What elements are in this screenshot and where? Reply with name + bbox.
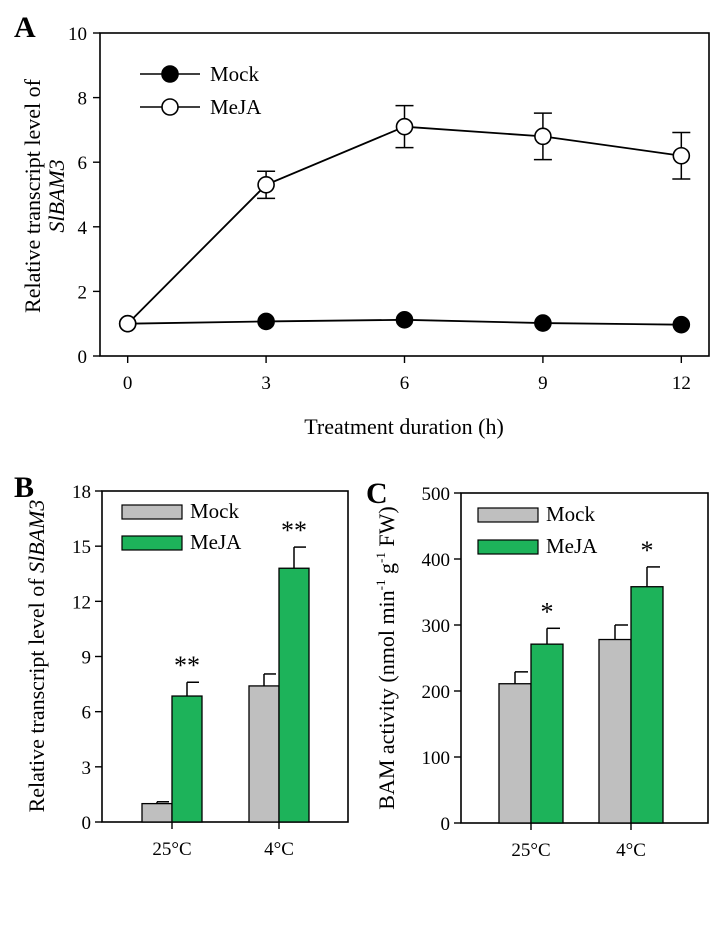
point-meja	[257, 176, 275, 194]
series-line-meja	[127, 125, 682, 325]
significance-mark: *	[641, 536, 654, 565]
y-tick-label: 2	[78, 282, 88, 303]
legend-mock-label: Mock	[546, 502, 595, 526]
legend-meja-swatch	[121, 535, 183, 551]
significance-mark: **	[174, 651, 200, 680]
y-tick-label: 0	[82, 813, 92, 834]
y-tick-label: 8	[78, 89, 88, 110]
panel-c-y-label: BAM activity (nmol min-1 g-1 FW)	[373, 506, 399, 809]
x-tick-label: 4°C	[616, 840, 646, 861]
y-tick-label: 6	[82, 703, 92, 724]
panel-a-letter: A	[14, 11, 36, 44]
panel-c: C 0 100 200 300 400 500 25°C * 4°C * BAM activit…	[366, 477, 709, 861]
panel-c-bars: 25°C * 4°C *	[498, 536, 664, 861]
point-mock	[395, 311, 414, 329]
legend-mock-marker	[161, 65, 179, 83]
bar-meja-4c	[630, 586, 664, 824]
point-meja	[118, 314, 137, 333]
y-tick-label: 500	[422, 484, 451, 505]
legend-mock-swatch	[477, 507, 539, 523]
x-tick-label: 3	[261, 373, 271, 394]
y-tick-label: 10	[68, 24, 87, 45]
legend-meja-swatch	[477, 539, 539, 555]
panel-c-plot-frame	[460, 492, 709, 824]
y-tick-label: 4	[78, 218, 88, 239]
bar-mock-25c	[498, 683, 532, 824]
y-tick-label: 100	[422, 748, 451, 769]
x-tick-label: 12	[672, 373, 691, 394]
legend-mock-label: Mock	[210, 62, 259, 86]
panel-b-letter: B	[14, 471, 34, 504]
x-tick-label: 6	[400, 373, 410, 394]
x-tick-label: 9	[538, 373, 548, 394]
panel-b: B 0 3 6 9 12 15 18 25°C ** 4°C ** Relative transc…	[14, 471, 349, 860]
y-tick-label: 18	[72, 482, 91, 503]
point-meja	[534, 127, 552, 146]
legend-meja-label: MeJA	[546, 534, 598, 558]
panel-a: A 0 2 4 6 8 10 0 3 6 9 12 Relative transcript lev…	[14, 11, 710, 439]
panel-a-y-label: Relative transcript level of	[20, 78, 45, 313]
panel-c-letter: C	[366, 477, 388, 510]
y-tick-label: 6	[78, 153, 88, 174]
y-tick-label: 3	[82, 758, 92, 779]
y-tick-label: 0	[441, 814, 451, 835]
legend-meja-marker	[161, 98, 179, 116]
significance-mark: **	[281, 516, 307, 545]
panel-a-series	[118, 104, 691, 334]
panel-b-y-ticks: 0 3 6 9 12 15 18	[72, 482, 102, 834]
panel-a-legend: Mock MeJA	[140, 62, 262, 119]
y-tick-label: 15	[72, 537, 91, 558]
panel-b-y-label: Relative transcript level of SlBAM3	[24, 500, 49, 813]
panel-a-x-label: Treatment duration (h)	[304, 414, 504, 439]
x-tick-label: 0	[123, 373, 133, 394]
bar-meja-4c	[278, 567, 310, 823]
y-tick-label: 9	[82, 648, 92, 669]
y-tick-label: 300	[422, 616, 451, 637]
point-meja	[672, 146, 691, 165]
legend-mock-label: Mock	[190, 499, 239, 523]
x-tick-label: 25°C	[511, 840, 550, 861]
bar-mock-25c	[141, 802, 173, 823]
panel-a-y-ticks: 0 2 4 6 8 10	[68, 24, 100, 368]
y-tick-label: 400	[422, 550, 451, 571]
y-tick-label: 12	[72, 592, 91, 613]
y-tick-label: 0	[78, 347, 88, 368]
panel-c-legend: Mock MeJA	[477, 502, 598, 558]
point-mock	[672, 315, 691, 334]
significance-mark: *	[541, 597, 554, 626]
legend-mock-swatch	[121, 504, 183, 520]
bar-mock-4c	[598, 638, 632, 824]
x-tick-label: 25°C	[152, 839, 191, 860]
bar-mock-4c	[248, 685, 280, 823]
panel-b-bars: 25°C ** 4°C **	[141, 516, 310, 860]
panel-b-legend: Mock MeJA	[121, 499, 242, 554]
y-tick-label: 200	[422, 682, 451, 703]
panel-a-plot-frame	[99, 32, 710, 357]
legend-meja-label: MeJA	[190, 530, 242, 554]
panel-a-y-label-gene: SlBAM3	[44, 159, 69, 232]
panel-c-y-ticks: 0 100 200 300 400 500	[422, 484, 461, 835]
panel-a-x-ticks: 0 3 6 9 12	[123, 356, 691, 394]
bar-meja-25c	[530, 643, 564, 824]
x-tick-label: 4°C	[264, 839, 294, 860]
bar-meja-25c	[171, 695, 203, 823]
point-meja	[395, 117, 414, 136]
point-mock	[257, 312, 275, 331]
legend-meja-label: MeJA	[210, 95, 262, 119]
point-mock	[534, 314, 552, 332]
